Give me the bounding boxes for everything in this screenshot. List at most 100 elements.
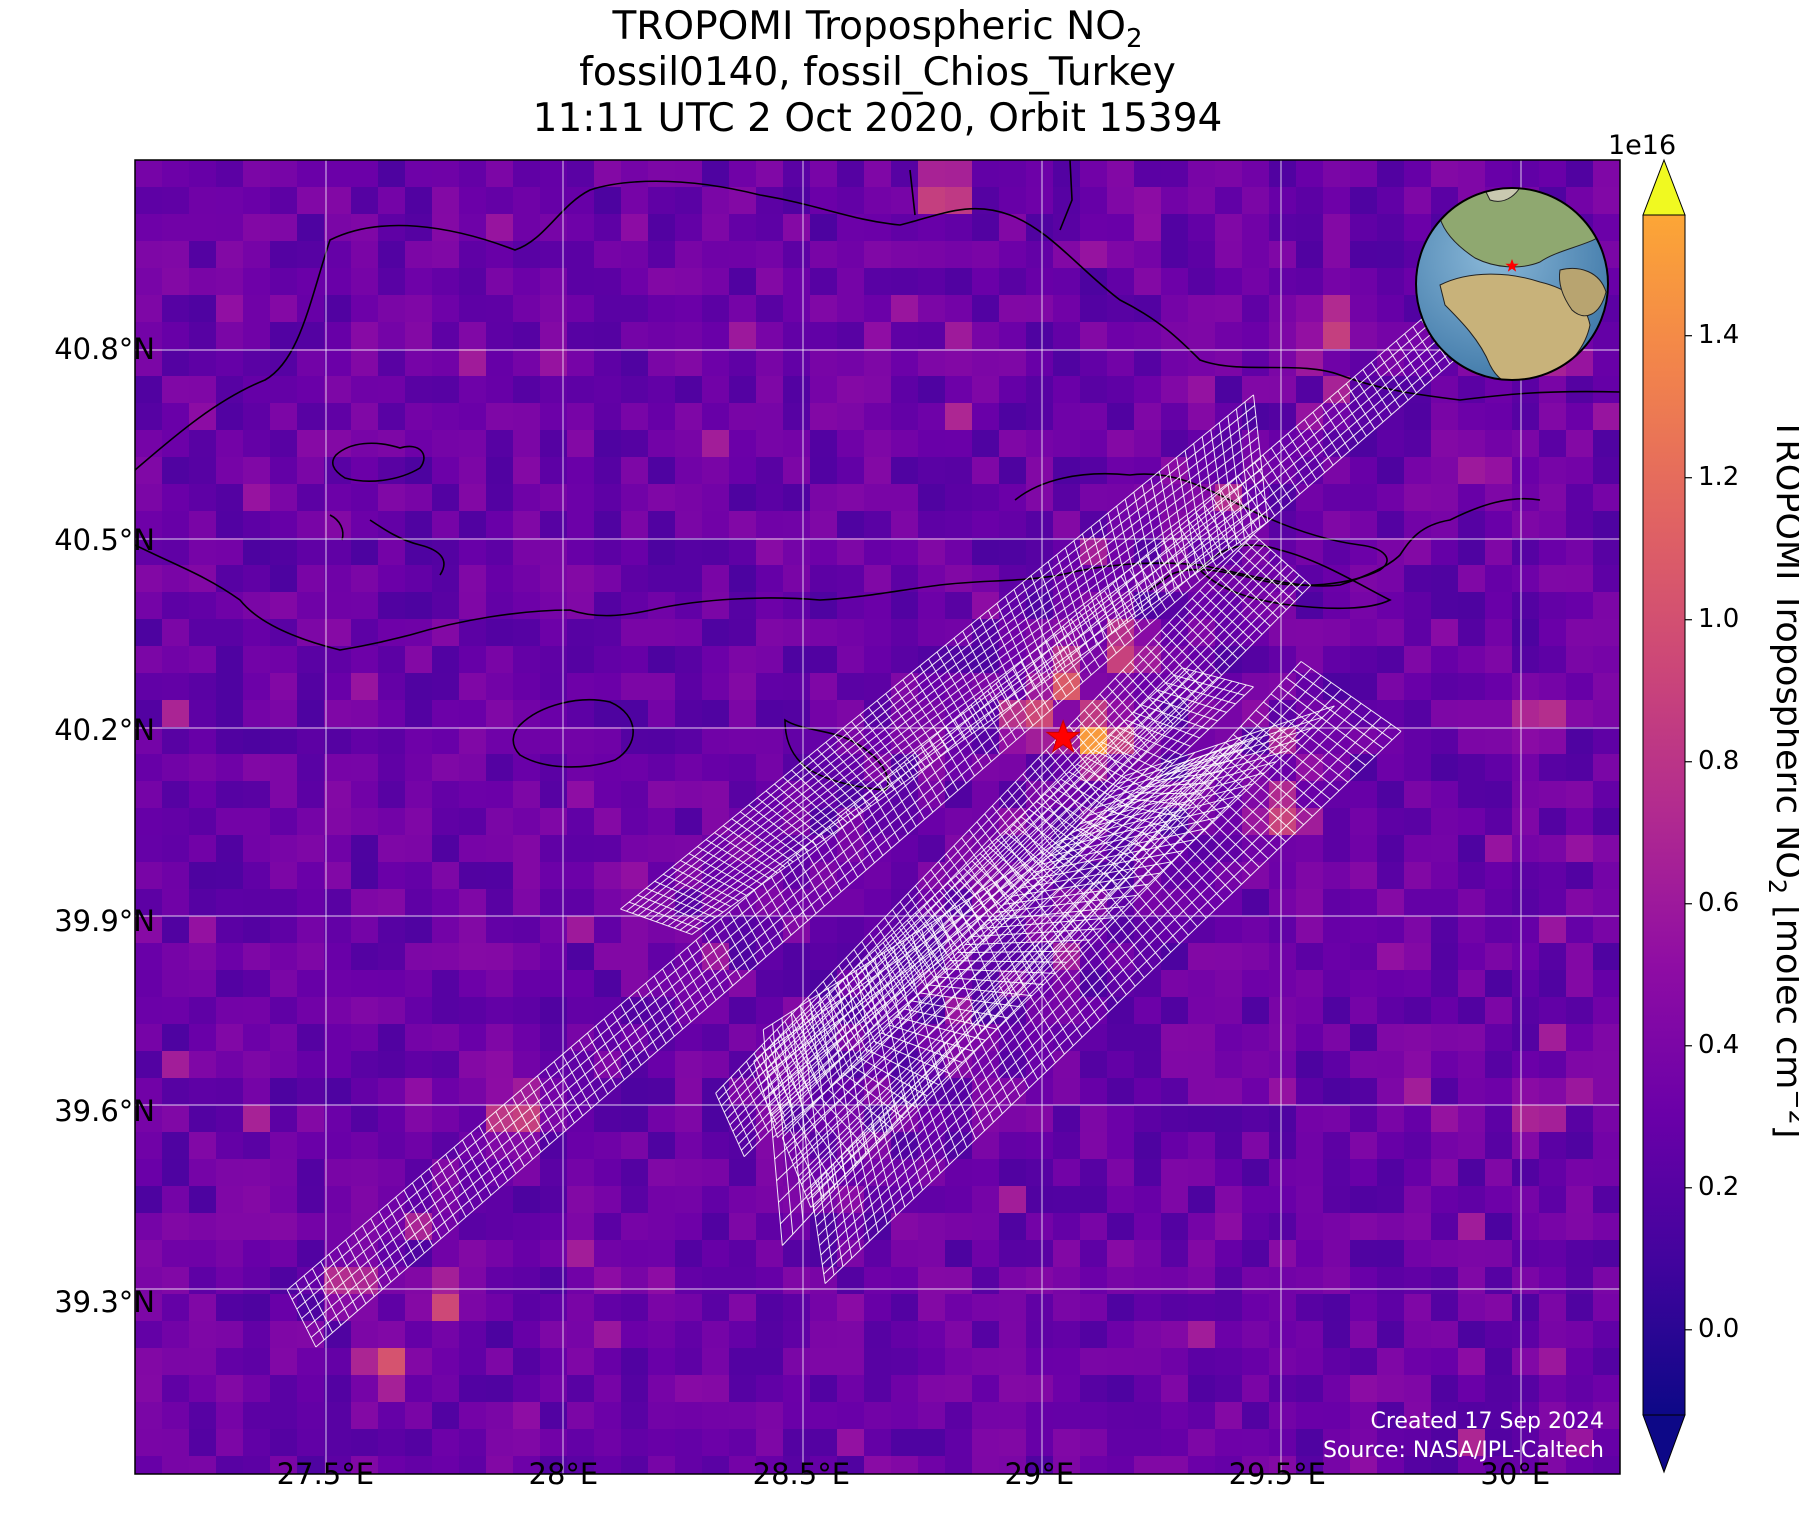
no2-pixel — [1161, 1429, 1189, 1457]
no2-pixel — [1188, 1240, 1216, 1268]
no2-pixel — [135, 484, 163, 512]
no2-pixel — [459, 808, 487, 836]
no2-pixel — [135, 349, 163, 377]
no2-pixel — [1026, 1240, 1054, 1268]
no2-pixel — [621, 268, 649, 296]
no2-pixel — [918, 538, 946, 566]
no2-pixel — [135, 619, 163, 647]
no2-pixel — [1296, 835, 1324, 863]
no2-pixel — [189, 1132, 217, 1160]
no2-pixel — [891, 1240, 919, 1268]
no2-pixel — [1080, 160, 1108, 188]
no2-pixel — [324, 376, 352, 404]
no2-pixel — [1323, 1321, 1351, 1349]
no2-pixel — [513, 1402, 541, 1430]
no2-pixel — [1053, 160, 1081, 188]
no2-pixel — [756, 538, 784, 566]
no2-pixel — [351, 511, 379, 539]
no2-pixel — [999, 1456, 1027, 1474]
no2-pixel — [1188, 1294, 1216, 1322]
no2-pixel — [378, 241, 406, 269]
no2-pixel — [1242, 1402, 1270, 1430]
no2-pixel — [1377, 889, 1405, 917]
no2-pixel — [891, 160, 919, 188]
no2-pixel — [1566, 160, 1594, 188]
no2-pixel — [648, 1132, 676, 1160]
no2-pixel — [351, 565, 379, 593]
no2-pixel — [567, 511, 595, 539]
no2-pixel — [756, 349, 784, 377]
no2-pixel — [1377, 1402, 1405, 1430]
no2-pixel — [162, 781, 190, 809]
no2-pixel — [1350, 1321, 1378, 1349]
no2-pixel — [1215, 349, 1243, 377]
no2-pixel — [162, 1051, 190, 1079]
no2-pixel — [1134, 349, 1162, 377]
no2-pixel — [810, 1429, 838, 1457]
no2-pixel — [1188, 241, 1216, 269]
no2-pixel — [1161, 268, 1189, 296]
no2-pixel — [1188, 1024, 1216, 1052]
no2-pixel — [405, 268, 433, 296]
no2-pixel — [972, 457, 1000, 485]
no2-pixel — [567, 1240, 595, 1268]
no2-pixel — [405, 781, 433, 809]
no2-pixel — [432, 1051, 460, 1079]
no2-pixel — [621, 511, 649, 539]
no2-pixel — [216, 1240, 244, 1268]
no2-pixel — [378, 889, 406, 917]
no2-pixel — [1026, 1105, 1054, 1133]
no2-pixel — [729, 1186, 757, 1214]
no2-pixel — [135, 403, 163, 431]
no2-pixel — [243, 970, 271, 998]
no2-pixel — [135, 700, 163, 728]
no2-pixel — [1323, 916, 1351, 944]
no2-pixel — [756, 970, 784, 998]
no2-pixel — [432, 646, 460, 674]
no2-pixel — [837, 619, 865, 647]
no2-pixel — [1026, 457, 1054, 485]
no2-pixel — [729, 538, 757, 566]
no2-pixel — [648, 1321, 676, 1349]
no2-pixel — [972, 1267, 1000, 1295]
no2-pixel — [1215, 322, 1243, 350]
no2-pixel — [351, 403, 379, 431]
no2-pixel — [1188, 1159, 1216, 1187]
no2-pixel — [135, 376, 163, 404]
no2-pixel — [1296, 1105, 1324, 1133]
no2-pixel — [1512, 727, 1540, 755]
no2-pixel — [1269, 1375, 1297, 1403]
no2-pixel — [486, 187, 514, 215]
no2-pixel — [648, 1213, 676, 1241]
no2-pixel — [513, 916, 541, 944]
no2-pixel — [1485, 970, 1513, 998]
no2-pixel — [513, 403, 541, 431]
no2-pixel — [189, 592, 217, 620]
no2-pixel — [162, 1078, 190, 1106]
no2-pixel — [621, 430, 649, 458]
no2-pixel — [621, 322, 649, 350]
no2-pixel — [243, 916, 271, 944]
no2-pixel — [1539, 430, 1567, 458]
no2-pixel — [621, 1321, 649, 1349]
lat-tick-label: 39.3°N — [54, 1284, 155, 1319]
no2-pixel — [1242, 268, 1270, 296]
no2-pixel — [513, 457, 541, 485]
no2-pixel — [1134, 1024, 1162, 1052]
no2-pixel — [297, 1321, 325, 1349]
no2-pixel — [567, 268, 595, 296]
no2-pixel — [1377, 1078, 1405, 1106]
no2-pixel — [486, 1429, 514, 1457]
no2-pixel — [1107, 1375, 1135, 1403]
no2-pixel — [648, 1294, 676, 1322]
no2-pixel — [1107, 1186, 1135, 1214]
no2-pixel — [567, 673, 595, 701]
no2-pixel — [594, 430, 622, 458]
no2-pixel — [459, 673, 487, 701]
no2-pixel — [243, 1456, 271, 1474]
no2-pixel — [459, 727, 487, 755]
no2-pixel — [702, 997, 730, 1025]
no2-pixel — [1566, 484, 1594, 512]
no2-pixel — [594, 916, 622, 944]
no2-pixel — [1404, 619, 1432, 647]
